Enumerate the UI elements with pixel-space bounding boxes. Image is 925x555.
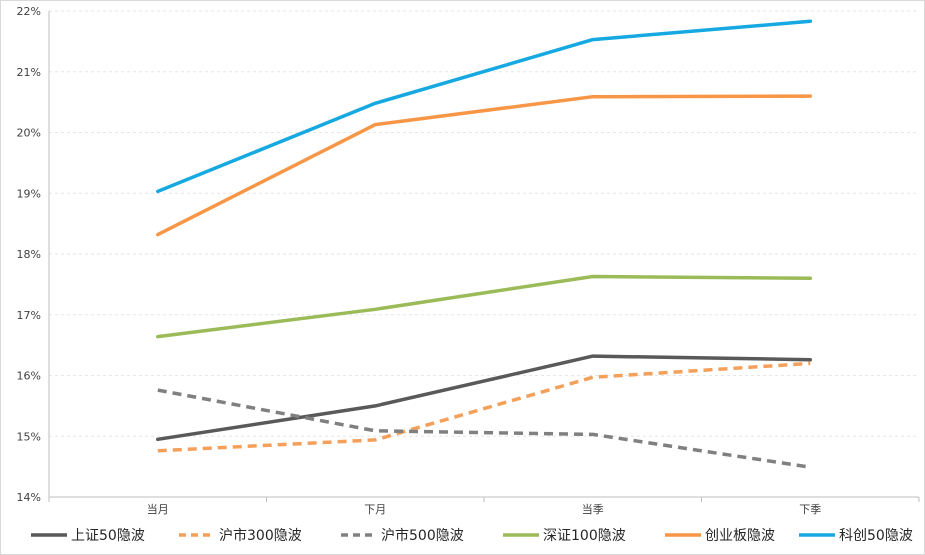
y-tick-label: 20% (17, 127, 41, 140)
x-tick-label: 下季 (799, 503, 821, 516)
y-tick-label: 14% (17, 491, 41, 504)
y-tick-label: 18% (17, 248, 41, 261)
x-tick-label: 当月 (147, 502, 169, 516)
y-tick-label: 22% (17, 5, 41, 18)
axes: 14% 15% 16% 17% 18% 19% 20% 21% 22% 当月 下月 当季 下季 (17, 5, 920, 516)
series-line-4 (156, 274, 813, 339)
legend-item: 沪市500隐波 (341, 527, 464, 544)
legend: 上证50隐波 沪市300隐波 沪市500隐波 深证100隐波 创业板隐波 科创50隐波 (31, 527, 913, 544)
legend-label: 创业板隐波 (705, 528, 775, 544)
legend-item: 沪市300隐波 (179, 527, 302, 544)
x-tick-label: 当季 (582, 502, 604, 516)
legend-item: 深证100隐波 (503, 528, 626, 544)
legend-label: 沪市500隐波 (381, 527, 464, 544)
legend-item: 上证50隐波 (31, 528, 145, 544)
y-tick-label: 17% (17, 309, 41, 322)
legend-label: 上证50隐波 (71, 528, 145, 544)
series-line-2 (157, 361, 811, 453)
series-line-5 (156, 94, 813, 237)
y-tick-label: 16% (17, 370, 41, 383)
series-line-3 (157, 388, 811, 469)
y-tick-label: 19% (17, 187, 41, 200)
legend-label: 科创50隐波 (839, 528, 913, 544)
x-tick-label: 下月 (364, 503, 386, 516)
y-tick-label: 21% (17, 66, 41, 79)
legend-item: 创业板隐波 (665, 528, 775, 544)
series-line-6 (156, 19, 813, 194)
y-tick-label: 15% (17, 430, 41, 443)
series-lines (156, 19, 813, 469)
legend-item: 科创50隐波 (799, 528, 913, 544)
legend-label: 沪市300隐波 (219, 527, 302, 544)
legend-label: 深证100隐波 (543, 528, 626, 544)
series-line-1 (156, 354, 813, 442)
